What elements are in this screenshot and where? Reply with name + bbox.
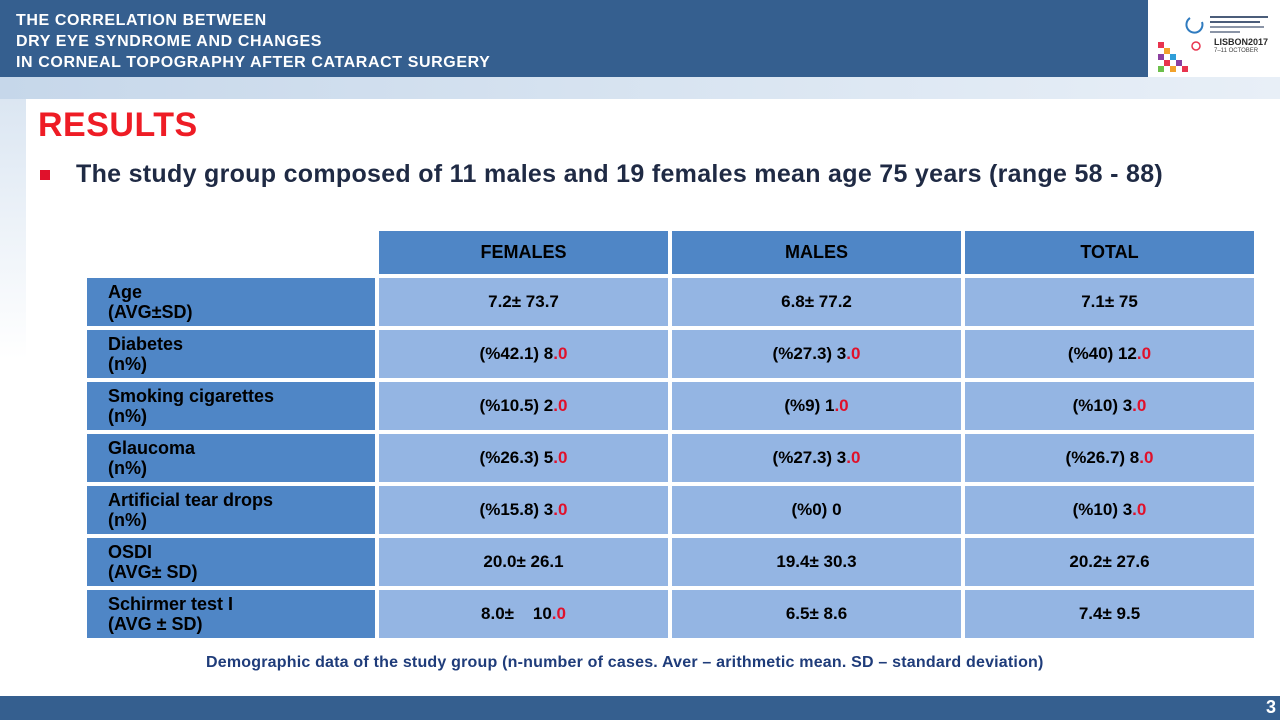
column-header-total: TOTAL bbox=[965, 231, 1254, 274]
column-header-males: MALES bbox=[672, 231, 961, 274]
cell-value: (%0) 0 bbox=[791, 500, 842, 519]
eos-mosaic-icon bbox=[1158, 41, 1201, 72]
row-label-line-1: Schirmer test I bbox=[108, 594, 234, 614]
header-title: THE CORRELATION BETWEEN DRY EYE SYNDROME… bbox=[16, 10, 490, 73]
cell-value-suffix: .0 bbox=[553, 344, 568, 363]
table-cell: (%10.5) 2.0 bbox=[379, 382, 668, 430]
header-title-line-3: IN CORNEAL TOPOGRAPHY AFTER CATARACT SUR… bbox=[16, 54, 491, 71]
cell-value: (%40) 12 bbox=[1067, 344, 1137, 363]
table-cell: (%27.3) 3.0 bbox=[672, 330, 961, 378]
cell-value-suffix: .0 bbox=[1132, 396, 1147, 415]
table-cell: (%0) 0 bbox=[672, 486, 961, 534]
cell-value: (%42.1) 8 bbox=[479, 344, 554, 363]
table-cell: 6.8± 77.2 bbox=[672, 278, 961, 326]
cell-value: (%26.3) 5 bbox=[479, 448, 554, 467]
row-label-osdi: OSDI (AVG± SD) bbox=[87, 538, 375, 586]
row-label-diabetes: Diabetes (n%) bbox=[87, 330, 375, 378]
cell-value: 20.0± 26.1 bbox=[483, 552, 564, 571]
table-cell: 6.5± 8.6 bbox=[672, 590, 961, 638]
table-cell: (%9) 1.0 bbox=[672, 382, 961, 430]
cell-value-suffix: .0 bbox=[1136, 344, 1152, 363]
row-label-line-2: (n%) bbox=[108, 354, 147, 374]
cell-value-suffix: .0 bbox=[1132, 500, 1147, 519]
cell-value: 8.0± 10 bbox=[481, 604, 552, 623]
table-cell: (%10) 3.0 bbox=[965, 382, 1254, 430]
cell-value: (%26.7) 8 bbox=[1065, 448, 1140, 467]
header-title-line-1: THE CORRELATION BETWEEN bbox=[16, 12, 267, 29]
row-label-line-1: Glaucoma bbox=[108, 438, 196, 458]
table-cell: (%15.8) 3.0 bbox=[379, 486, 668, 534]
header-gradient-band bbox=[0, 77, 1280, 99]
page-number: 3 bbox=[1265, 697, 1276, 717]
side-fade bbox=[0, 99, 26, 359]
table-cell: (%42.1) 8.0 bbox=[379, 330, 668, 378]
cell-value: 6.5± 8.6 bbox=[785, 604, 848, 623]
column-header-females: FEMALES bbox=[379, 231, 668, 274]
conference-logo: LISBON2017 7–11 OCTOBER bbox=[1148, 0, 1280, 77]
cell-value-suffix: .0 bbox=[553, 448, 568, 467]
row-label-line-2: (n%) bbox=[108, 406, 147, 426]
header-bar: THE CORRELATION BETWEEN DRY EYE SYNDROME… bbox=[0, 0, 1148, 77]
section-title: RESULTS bbox=[38, 106, 198, 144]
table-cell: 7.4± 9.5 bbox=[965, 590, 1254, 638]
cell-value: 7.4± 9.5 bbox=[1078, 604, 1141, 623]
table-cell: 7.2± 73.7 bbox=[379, 278, 668, 326]
row-label-line-2: (AVG ± SD) bbox=[108, 614, 203, 634]
table-cell: (%40) 12.0 bbox=[965, 330, 1254, 378]
footer-bar: 3 bbox=[0, 696, 1280, 720]
cell-value: (%10.5) 2 bbox=[479, 396, 554, 415]
row-label-line-1: Artificial tear drops bbox=[108, 490, 274, 510]
table-cell: (%27.3) 3.0 bbox=[672, 434, 961, 482]
cell-value: 19.4± 30.3 bbox=[776, 552, 857, 571]
cell-value: (%10) 3 bbox=[1072, 396, 1133, 415]
row-label-artificial-tear-drops: Artificial tear drops (n%) bbox=[87, 486, 375, 534]
lisbon-event-text: LISBON2017 7–11 OCTOBER bbox=[1214, 38, 1268, 56]
row-label-smoking-cigarettes: Smoking cigarettes (n%) bbox=[87, 382, 375, 430]
cell-value-suffix: .0 bbox=[834, 396, 849, 415]
table-cell: 20.2± 27.6 bbox=[965, 538, 1254, 586]
cell-value: 20.2± 27.6 bbox=[1069, 552, 1150, 571]
cell-value: (%9) 1 bbox=[784, 396, 835, 415]
table-cell: (%10) 3.0 bbox=[965, 486, 1254, 534]
table-cell: 7.1± 75 bbox=[965, 278, 1254, 326]
header-title-line-2: DRY EYE SYNDROME AND CHANGES bbox=[16, 33, 323, 50]
row-label-line-1: Smoking cigarettes bbox=[108, 386, 275, 406]
cell-value: (%27.3) 3 bbox=[772, 344, 847, 363]
cell-value-suffix: .0 bbox=[1139, 448, 1154, 467]
cell-value-suffix: .0 bbox=[846, 448, 861, 467]
cell-value: 7.1± 75 bbox=[1081, 292, 1138, 311]
cell-value: 6.8± 77.2 bbox=[781, 292, 852, 311]
row-label-schirmer-test: Schirmer test I (AVG ± SD) bbox=[87, 590, 375, 638]
row-label-line-2: (n%) bbox=[108, 510, 147, 530]
cell-value: (%15.8) 3 bbox=[479, 500, 554, 519]
lisbon-event-name: LISBON2017 bbox=[1214, 37, 1269, 47]
row-label-line-2: (n%) bbox=[108, 458, 147, 478]
cell-value-suffix: .0 bbox=[553, 396, 568, 415]
bullet-square-icon bbox=[40, 170, 50, 180]
lisbon-event-dates: 7–11 OCTOBER bbox=[1214, 48, 1259, 54]
table-cell: 19.4± 30.3 bbox=[672, 538, 961, 586]
row-label-line-2: (AVG± SD) bbox=[108, 562, 198, 582]
table-caption: Demographic data of the study group (n-n… bbox=[206, 654, 1044, 671]
university-logo-icon bbox=[1185, 16, 1268, 34]
cell-value-suffix: .0 bbox=[553, 500, 568, 519]
cell-value: (%27.3) 3 bbox=[772, 448, 847, 467]
table-cell: 8.0± 10.0 bbox=[379, 590, 668, 638]
row-label-line-2: (AVG±SD) bbox=[108, 302, 193, 322]
row-label-glaucoma: Glaucoma (n%) bbox=[87, 434, 375, 482]
cell-value: (%10) 3 bbox=[1072, 500, 1133, 519]
table-cell: (%26.7) 8.0 bbox=[965, 434, 1254, 482]
bullet-text: The study group composed of 11 males and… bbox=[76, 160, 1164, 188]
table-cell: 20.0± 26.1 bbox=[379, 538, 668, 586]
row-label-line-1: Diabetes bbox=[108, 334, 184, 354]
table-cell: (%26.3) 5.0 bbox=[379, 434, 668, 482]
row-label-line-1: OSDI bbox=[108, 542, 153, 562]
cell-value-suffix: .0 bbox=[551, 604, 566, 623]
cell-value: 7.2± 73.7 bbox=[488, 292, 559, 311]
cell-value-suffix: .0 bbox=[846, 344, 861, 363]
row-label-line-1: Age bbox=[108, 282, 143, 302]
row-label-age: Age (AVG±SD) bbox=[87, 278, 375, 326]
